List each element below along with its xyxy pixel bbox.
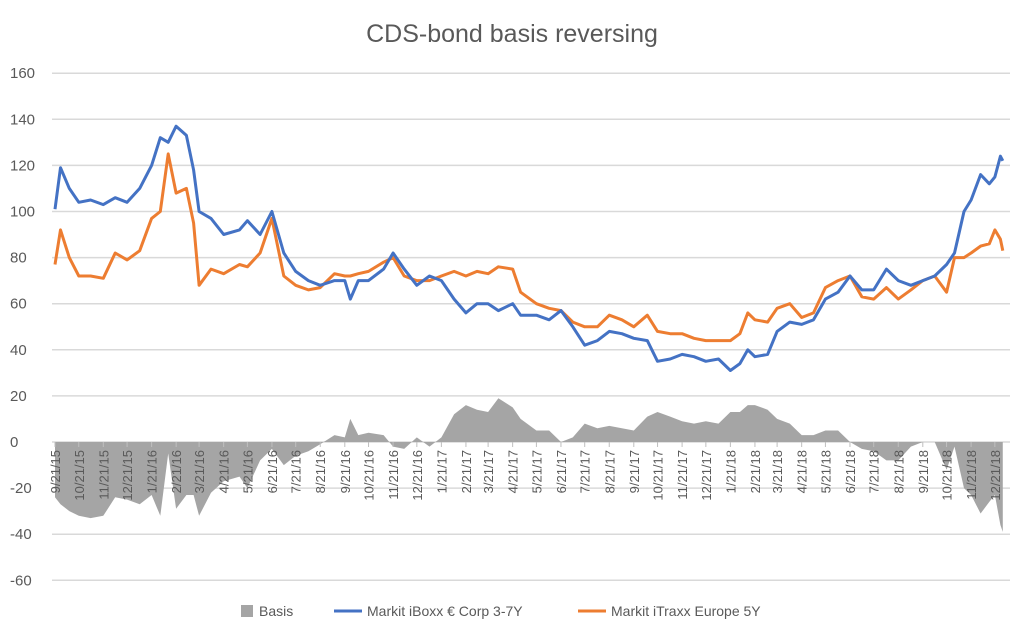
legend-iboxx-label: Markit iBoxx € Corp 3-7Y xyxy=(367,603,523,619)
x-tick-label: 11/21/16 xyxy=(386,450,401,500)
x-axis-tick-labels: 9/21/15 10/21/15 11/21/15 12/21/15 1/21/16 2/… xyxy=(48,442,1003,501)
x-tick-label: 9/21/18 xyxy=(916,450,931,493)
legend-basis-label: Basis xyxy=(259,603,293,619)
y-tick-label: 20 xyxy=(10,388,27,405)
x-tick-label: 1/21/18 xyxy=(723,450,738,493)
x-tick-label: 4/21/17 xyxy=(506,450,521,493)
y-tick-label: -20 xyxy=(10,480,32,497)
x-tick-label: 7/21/16 xyxy=(289,450,304,493)
x-tick-label: 12/21/15 xyxy=(120,450,135,501)
x-tick-label: 10/21/18 xyxy=(940,450,955,501)
x-tick-label: 10/21/15 xyxy=(72,450,87,501)
y-tick-label: 160 xyxy=(10,65,35,82)
x-tick-label: 11/21/17 xyxy=(675,450,690,500)
x-tick-label: 5/21/16 xyxy=(240,450,255,493)
x-tick-label: 10/21/17 xyxy=(651,450,666,501)
x-tick-label: 3/21/17 xyxy=(481,450,496,493)
x-tick-label: 3/21/16 xyxy=(192,450,207,493)
y-tick-label: -60 xyxy=(10,572,32,589)
x-tick-label: 11/21/18 xyxy=(964,450,979,500)
x-tick-label: 12/21/16 xyxy=(410,450,425,501)
x-tick-label: 2/21/16 xyxy=(169,450,184,493)
x-tick-label: 4/21/18 xyxy=(795,450,810,493)
x-tick-label: 1/21/17 xyxy=(434,450,449,493)
x-tick-label: 11/21/15 xyxy=(96,450,111,500)
y-tick-label: 80 xyxy=(10,250,27,267)
itraxx-series-line xyxy=(55,154,1003,341)
x-tick-label: 5/21/18 xyxy=(818,450,833,493)
x-tick-label: 9/21/17 xyxy=(627,450,642,493)
x-tick-label: 1/21/16 xyxy=(145,450,160,493)
x-tick-label: 9/21/15 xyxy=(48,450,63,493)
x-tick-label: 8/21/18 xyxy=(891,450,906,493)
x-tick-label: 2/21/18 xyxy=(748,450,763,493)
x-tick-label: 9/21/16 xyxy=(338,450,353,493)
x-tick-label: 3/21/18 xyxy=(770,450,785,493)
y-tick-label: 40 xyxy=(10,342,27,359)
x-tick-label: 8/21/17 xyxy=(602,450,617,493)
x-tick-label: 7/21/17 xyxy=(578,450,593,493)
x-tick-label: 4/21/16 xyxy=(217,450,232,493)
y-tick-label: 100 xyxy=(10,204,35,221)
y-tick-label: 120 xyxy=(10,157,35,174)
legend: Basis Markit iBoxx € Corp 3-7Y Markit iT… xyxy=(241,603,761,619)
x-tick-label: 7/21/18 xyxy=(867,450,882,493)
legend-itraxx-label: Markit iTraxx Europe 5Y xyxy=(611,603,761,619)
y-tick-label: 140 xyxy=(10,111,35,128)
y-tick-label: -40 xyxy=(10,526,32,543)
y-axis-tick-labels: 160 140 120 100 80 60 40 20 0 -20 -40 -60 xyxy=(10,65,35,589)
x-tick-label: 12/21/17 xyxy=(699,450,714,501)
x-tick-label: 5/21/17 xyxy=(529,450,544,493)
x-tick-label: 2/21/17 xyxy=(459,450,474,493)
x-tick-label: 10/21/16 xyxy=(362,450,377,501)
x-tick-label: 8/21/16 xyxy=(313,450,328,493)
gridlines xyxy=(52,73,1010,580)
legend-basis-swatch xyxy=(241,605,253,617)
x-tick-label: 6/21/18 xyxy=(843,450,858,493)
x-tick-label: 6/21/16 xyxy=(265,450,280,493)
chart-title: CDS-bond basis reversing xyxy=(366,20,658,48)
x-tick-label: 12/21/18 xyxy=(988,450,1003,501)
y-tick-label: 60 xyxy=(10,296,27,313)
y-tick-label: 0 xyxy=(10,434,18,451)
x-tick-label: 6/21/17 xyxy=(554,450,569,493)
